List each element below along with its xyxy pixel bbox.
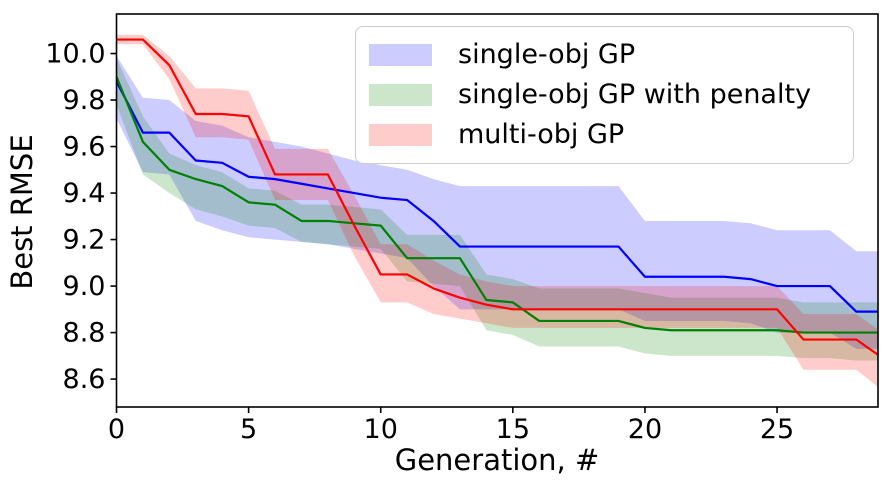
y-tick-label: 9.4 [63, 178, 106, 209]
y-tick-label: 9.0 [63, 271, 106, 302]
line-multi-obj-gp [116, 38, 878, 357]
legend-swatch-single-obj-gp [369, 43, 432, 66]
x-axis-label: Generation, # [394, 443, 600, 477]
band-multi-obj-gp [116, 34, 878, 387]
x-tick-label: 10 [364, 414, 398, 445]
x-tick-label: 15 [496, 414, 530, 445]
y-tick-label: 8.6 [63, 364, 106, 395]
legend-item-single-obj-gp: single-obj GP [369, 38, 847, 70]
legend-item-multi-obj-gp: multi-obj GP [369, 118, 847, 150]
x-tick-label: 5 [240, 414, 257, 445]
series-layer [116, 34, 878, 387]
legend-item-single-obj-gp-penalty: single-obj GP with penalty [369, 78, 847, 110]
y-tick-label: 9.2 [63, 225, 106, 256]
y-tick-label: 8.8 [63, 318, 106, 349]
y-axis-label: Best RMSE [5, 134, 39, 290]
legend-label-single-obj-gp: single-obj GP [458, 38, 636, 70]
y-tick-label: 9.8 [63, 85, 106, 116]
x-tick-label: 25 [760, 414, 794, 445]
legend-swatch-multi-obj-gp [369, 124, 432, 147]
legend: single-obj GP single-obj GP with penalty… [355, 26, 854, 164]
line-single-obj-gp [116, 80, 878, 313]
legend-label-single-obj-gp-penalty: single-obj GP with penalty [458, 78, 812, 110]
y-tick-label: 10.0 [45, 39, 105, 70]
x-tick-label: 20 [628, 414, 662, 445]
legend-label-multi-obj-gp: multi-obj GP [458, 118, 625, 150]
legend-swatch-single-obj-gp-penalty [369, 83, 432, 106]
axes-frame [115, 13, 879, 408]
x-tick-label: 0 [108, 414, 125, 445]
band-single-obj-gp [116, 55, 878, 349]
y-tick-label: 9.6 [63, 132, 106, 163]
line-single-obj-gp-penalty [116, 76, 878, 334]
